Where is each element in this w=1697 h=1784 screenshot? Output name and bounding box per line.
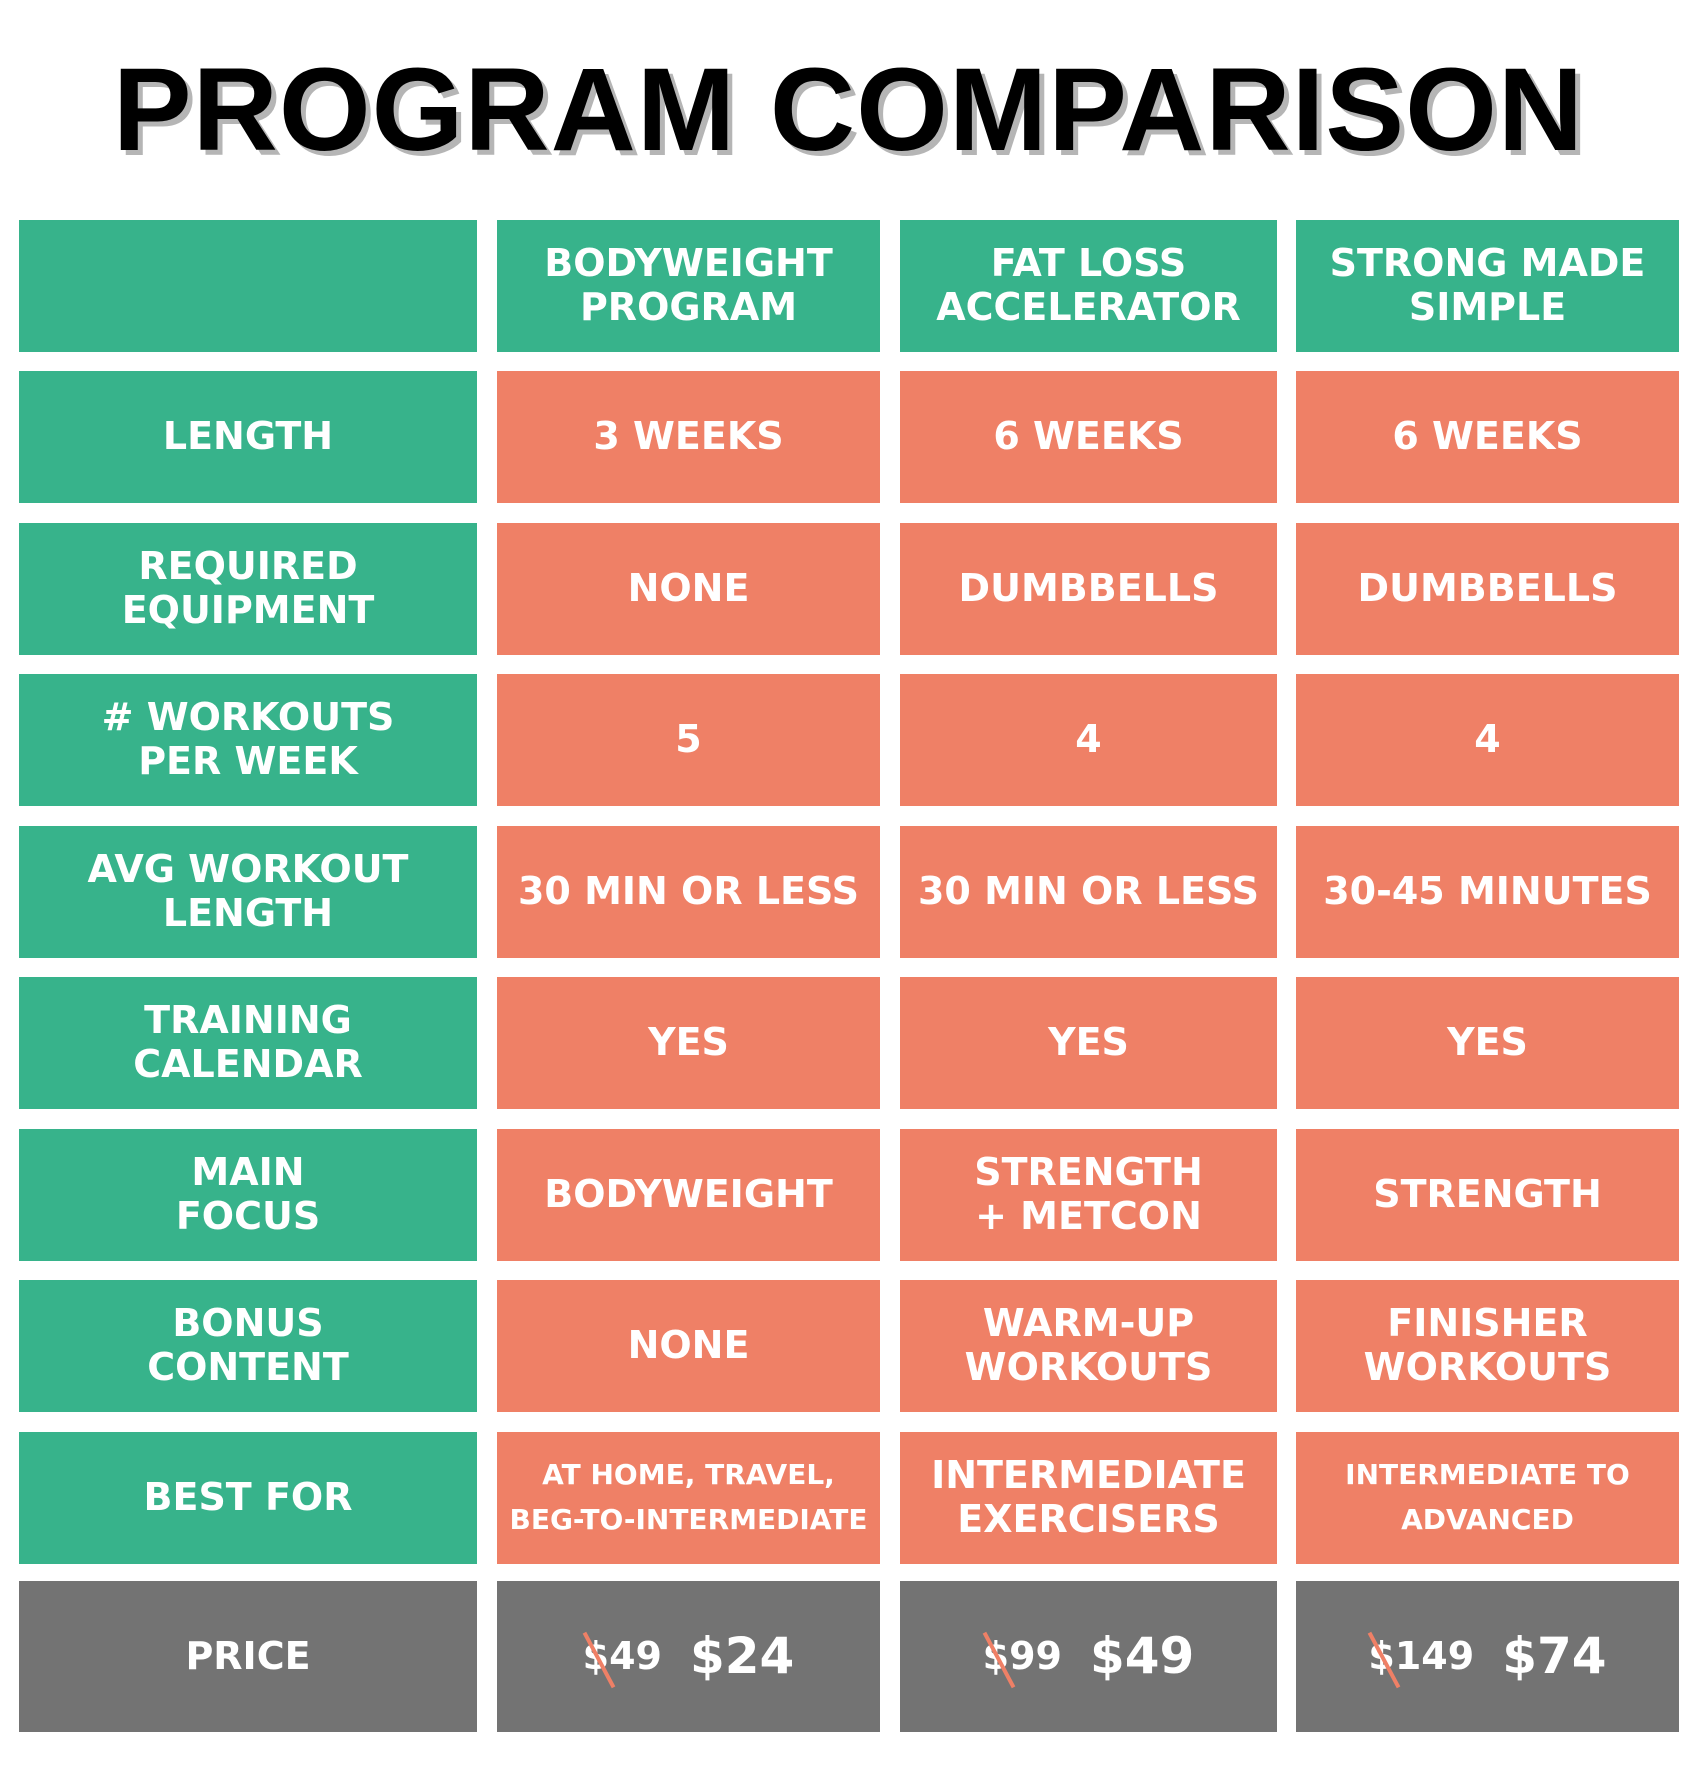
page-title: PROGRAM COMPARISON xyxy=(112,44,1585,176)
row-label: BEST FOR xyxy=(19,1431,477,1564)
value-cell: FINISHER WORKOUTS xyxy=(1296,1280,1679,1412)
price-cell: $99 $49 xyxy=(900,1581,1277,1732)
value-cell: 3 WEEKS xyxy=(497,371,880,503)
row-label: # WORKOUTS PER WEEK xyxy=(19,674,477,806)
price-label: PRICE xyxy=(19,1581,477,1732)
sale-price: $49 xyxy=(1089,1626,1195,1685)
value-cell: NONE xyxy=(497,1280,880,1412)
row-label: LENGTH xyxy=(19,371,477,503)
value-cell: BODYWEIGHT xyxy=(497,1128,880,1261)
value-cell: STRENGTH + METCON xyxy=(900,1128,1277,1261)
row-label: REQUIRED EQUIPMENT xyxy=(19,522,477,655)
row-label: MAIN FOCUS xyxy=(19,1128,477,1261)
value-cell: YES xyxy=(497,977,880,1109)
program-header: BODYWEIGHT PROGRAM xyxy=(497,220,880,352)
value-cell: WARM-UP WORKOUTS xyxy=(900,1280,1277,1412)
value-cell: 6 WEEKS xyxy=(900,371,1277,503)
value-cell: YES xyxy=(900,977,1277,1109)
value-cell: NONE xyxy=(497,522,880,655)
sale-price: $24 xyxy=(689,1626,795,1685)
value-cell: 4 xyxy=(900,674,1277,806)
old-price-strikethrough: $149 xyxy=(1368,1633,1475,1678)
value-cell: 6 WEEKS xyxy=(1296,371,1679,503)
header-corner-cell xyxy=(19,220,477,352)
value-cell: 30 MIN OR LESS xyxy=(497,825,880,958)
value-cell: INTERMEDIATE EXERCISERS xyxy=(900,1431,1277,1564)
row-label: TRAINING CALENDAR xyxy=(19,977,477,1109)
price-cell: $149 $74 xyxy=(1296,1581,1679,1732)
program-header: FAT LOSS ACCELERATOR xyxy=(900,220,1277,352)
value-cell: 30-45 MINUTES xyxy=(1296,825,1679,958)
value-cell: YES xyxy=(1296,977,1679,1109)
old-price-strikethrough: $49 xyxy=(582,1633,662,1678)
value-cell: DUMBBELLS xyxy=(1296,522,1679,655)
value-cell: 30 MIN OR LESS xyxy=(900,825,1277,958)
sale-price: $74 xyxy=(1502,1626,1607,1685)
value-cell: AT HOME, TRAVEL, BEG-TO-INTERMEDIATE xyxy=(497,1431,880,1564)
program-header: STRONG MADE SIMPLE xyxy=(1296,220,1679,352)
row-label: AVG WORKOUT LENGTH xyxy=(19,825,477,958)
value-cell: STRENGTH xyxy=(1296,1128,1679,1261)
row-label: BONUS CONTENT xyxy=(19,1280,477,1412)
value-cell: 5 xyxy=(497,674,880,806)
old-price-strikethrough: $99 xyxy=(982,1633,1062,1678)
value-cell: INTERMEDIATE TO ADVANCED xyxy=(1296,1431,1679,1564)
value-cell: DUMBBELLS xyxy=(900,522,1277,655)
price-cell: $49 $24 xyxy=(497,1581,880,1732)
value-cell: 4 xyxy=(1296,674,1679,806)
